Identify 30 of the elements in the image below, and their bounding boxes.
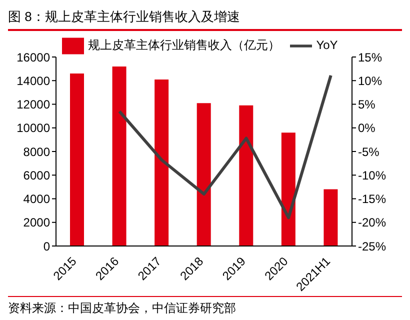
legend-label: 规上皮革主体行业销售收入（亿元）	[88, 38, 280, 52]
y2-tick-label: -10%	[358, 168, 386, 182]
bar	[196, 103, 211, 246]
y-tick-label: 2000	[23, 216, 50, 230]
y2-tick-label: -25%	[358, 239, 386, 254]
y2-tick-label: -15%	[358, 192, 386, 206]
line-series	[118, 74, 332, 220]
bar	[112, 66, 126, 246]
bar	[239, 105, 254, 246]
y-tick-label: 14000	[16, 74, 50, 88]
y-tick-label: 8000	[23, 144, 50, 159]
y-tick-label: 16000	[16, 50, 50, 64]
y2-tick-label: 5%	[358, 98, 376, 112]
y2-tick-label: -20%	[358, 216, 386, 230]
bar	[154, 79, 169, 246]
y2-tick-label: -5%	[358, 144, 380, 159]
bar	[324, 189, 338, 246]
y-tick-label: 0	[43, 239, 50, 254]
bar	[281, 132, 296, 246]
y2-tick-label: 15%	[358, 50, 382, 64]
y-tick-label: 10000	[16, 121, 50, 136]
legend-label: YoY	[316, 38, 338, 52]
y-tick-label: 4000	[23, 192, 50, 206]
chart-title: 图 8：规上皮革主体行业销售收入及增速	[8, 8, 402, 31]
y-tick-label: 12000	[16, 98, 50, 112]
text: 资料来源：中国皮革协会，中信证券研究部	[8, 300, 237, 317]
y-tick-label: 6000	[23, 168, 50, 182]
y2-tick-label: 10%	[358, 74, 382, 88]
bar	[70, 74, 84, 246]
y2-tick-label: 0%	[358, 121, 376, 136]
